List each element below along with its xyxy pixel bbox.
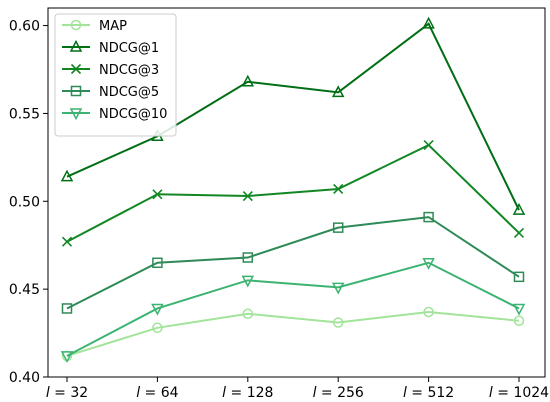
legend-item: NDCG@5 bbox=[62, 85, 159, 100]
y-tick-label: 0.55 bbox=[9, 106, 40, 122]
data-point bbox=[423, 139, 434, 151]
x-tick-value: = 64 bbox=[140, 385, 179, 401]
legend-item: NDCG@3 bbox=[62, 63, 159, 78]
x-tick-variable: l bbox=[313, 385, 317, 401]
x-tick-label: l = 64 bbox=[136, 385, 178, 401]
x-tick-value: = 1024 bbox=[493, 385, 549, 401]
y-tick-label: 0.45 bbox=[9, 282, 40, 298]
legend-marker bbox=[69, 108, 83, 121]
legend-marker bbox=[70, 63, 82, 75]
legend-marker bbox=[70, 19, 82, 31]
data-point bbox=[332, 317, 344, 328]
legend-label: NDCG@3 bbox=[99, 63, 159, 78]
data-point bbox=[423, 306, 434, 318]
x-tick-variable: l bbox=[136, 385, 140, 401]
data-point bbox=[60, 169, 74, 182]
x-tick-variable: l bbox=[222, 385, 226, 401]
data-point bbox=[513, 315, 525, 327]
series-ndcg-3 bbox=[61, 139, 525, 247]
data-point bbox=[152, 322, 163, 334]
y-axis: 0.40 0.45 0.50 0.55 0.60 bbox=[9, 19, 48, 386]
y-tick-label: 0.50 bbox=[9, 194, 40, 210]
x-tick-value: = 32 bbox=[50, 385, 88, 401]
x-tick-value: = 256 bbox=[316, 385, 363, 401]
x-tick-label: l = 1024 bbox=[489, 385, 549, 401]
legend-item: NDCG@10 bbox=[62, 107, 167, 122]
legend-marker bbox=[70, 85, 82, 97]
data-point bbox=[333, 183, 344, 195]
data-point bbox=[513, 271, 525, 283]
x-axis: l = 32 l = 64 l = 128 l = 256 l = 512 l = 102… bbox=[46, 377, 549, 401]
data-point bbox=[242, 308, 254, 319]
y-tick-label: 0.40 bbox=[9, 370, 40, 386]
data-point bbox=[423, 211, 434, 223]
data-point bbox=[242, 252, 254, 263]
legend-label: NDCG@5 bbox=[99, 85, 159, 100]
x-tick-variable: l bbox=[46, 385, 50, 401]
data-point bbox=[512, 303, 526, 316]
x-tick-label: l = 128 bbox=[222, 385, 273, 401]
data-point bbox=[422, 16, 435, 29]
data-point bbox=[151, 303, 164, 316]
series-ndcg-5 bbox=[61, 211, 525, 314]
legend-marker bbox=[69, 39, 83, 52]
data-point bbox=[241, 74, 255, 87]
x-tick-label: l = 32 bbox=[46, 385, 88, 401]
series-line bbox=[66, 310, 520, 357]
series-ndcg-10 bbox=[60, 258, 526, 364]
data-point bbox=[241, 275, 255, 288]
series-ndcg-1 bbox=[60, 16, 526, 215]
data-point bbox=[61, 236, 73, 247]
x-tick-label: l = 256 bbox=[313, 385, 364, 401]
legend-item: MAP bbox=[62, 19, 127, 34]
data-point bbox=[152, 257, 163, 269]
legend: MAP NDCG@1 NDCG@3 NDCG@5 NDCG@10 bbox=[54, 13, 177, 137]
data-point bbox=[422, 258, 435, 270]
data-point bbox=[60, 351, 74, 364]
data-point bbox=[61, 303, 73, 314]
data-point bbox=[512, 202, 526, 215]
x-tick-variable: l bbox=[403, 385, 407, 401]
series-line bbox=[66, 22, 520, 211]
x-tick-variable: l bbox=[489, 385, 493, 401]
legend-item: NDCG@1 bbox=[62, 39, 159, 56]
data-point bbox=[152, 189, 163, 200]
x-tick-value: = 512 bbox=[407, 385, 454, 401]
legend-label: NDCG@10 bbox=[99, 107, 167, 122]
series-line bbox=[66, 216, 520, 310]
x-tick-value: = 128 bbox=[226, 385, 273, 401]
legend-box bbox=[54, 13, 177, 137]
data-point bbox=[331, 282, 345, 295]
legend-label: MAP bbox=[99, 19, 127, 34]
series-line bbox=[66, 143, 520, 243]
data-point bbox=[331, 85, 345, 98]
series-layer bbox=[60, 16, 526, 364]
data-point bbox=[332, 222, 344, 233]
series-map bbox=[61, 306, 525, 362]
y-tick-label: 0.60 bbox=[9, 19, 40, 35]
data-point bbox=[513, 227, 525, 238]
legend-label: NDCG@1 bbox=[99, 41, 159, 56]
series-line bbox=[66, 261, 520, 357]
x-tick-label: l = 512 bbox=[403, 385, 454, 401]
data-point bbox=[242, 190, 253, 202]
